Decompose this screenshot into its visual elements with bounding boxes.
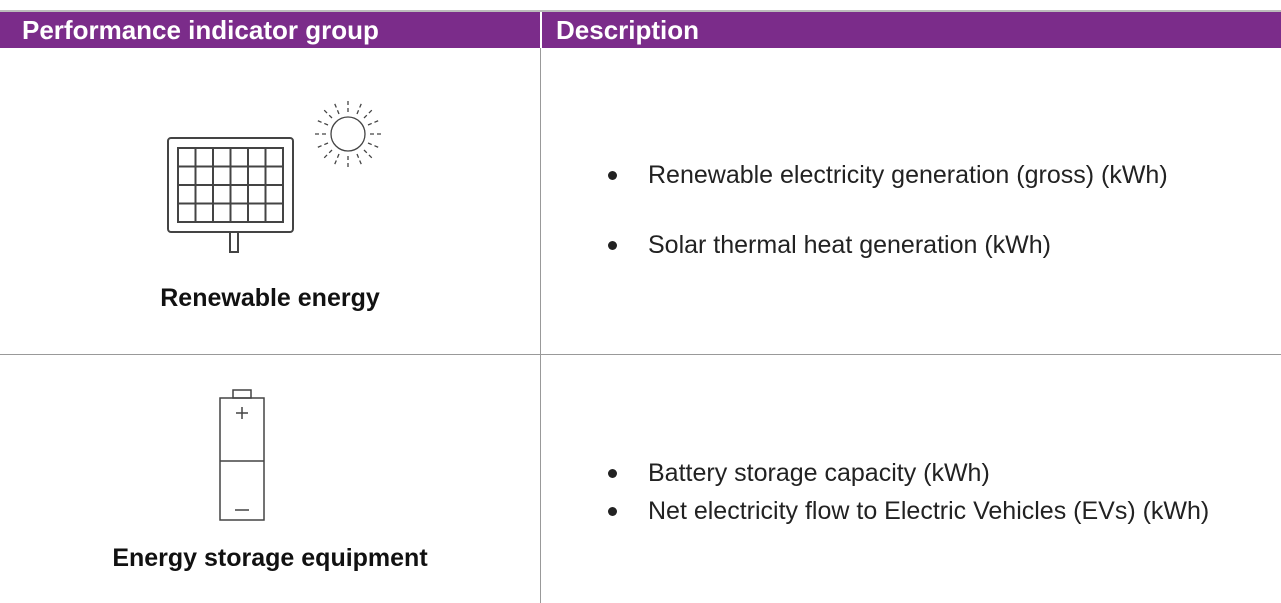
bullet-item: Battery storage capacity (kWh) [608, 457, 1280, 489]
group-label: Renewable energy [160, 284, 380, 312]
bullet-item: Renewable electricity generation (gross)… [608, 159, 1280, 191]
bullet [608, 241, 617, 250]
group-label: Energy storage equipment [112, 544, 428, 572]
solar-panel-icon [167, 137, 294, 253]
item-text: Renewable electricity generation (gross)… [648, 161, 1168, 189]
bullet-item: Net electricity flow to Electric Vehicle… [608, 495, 1280, 527]
header-cell: Performance indicator group [22, 15, 379, 45]
bullet [608, 469, 617, 478]
bullet [608, 171, 617, 180]
sun-icon [313, 99, 383, 169]
icons [167, 99, 383, 521]
item-text: Solar thermal heat generation (kWh) [648, 231, 1051, 259]
row-divider [0, 354, 1281, 355]
header-cell: Description [556, 15, 700, 45]
bullet-item: Solar thermal heat generation (kWh) [608, 229, 1280, 261]
header-divider [540, 12, 542, 48]
item-text: Battery storage capacity (kWh) [648, 459, 990, 487]
bullet [608, 507, 617, 516]
column-divider [540, 48, 541, 603]
top-rule [0, 10, 1281, 12]
item-text: Net electricity flow to Electric Vehicle… [648, 497, 1210, 525]
header-bar [0, 12, 1281, 48]
battery-icon [219, 389, 265, 521]
